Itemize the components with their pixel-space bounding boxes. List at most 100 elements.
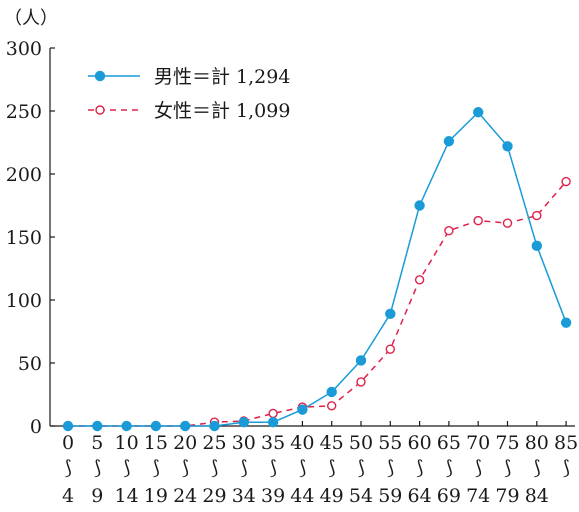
legend-marker-female (95, 105, 105, 115)
x-tick-label-start: 20 (173, 432, 197, 454)
x-tick-label-end: 29 (202, 485, 226, 507)
x-tick-label-start: 55 (378, 432, 402, 454)
legend-entry-male: 男性＝計 1,294 (88, 66, 290, 88)
x-tick-label-start: 45 (320, 432, 344, 454)
x-tick-label-end: 64 (408, 485, 432, 507)
x-ticks: 0⟆45⟆910⟆1415⟆1920⟆2425⟆2930⟆3435⟆3940⟆4… (62, 421, 578, 507)
data-point-male (473, 107, 484, 118)
x-tick-label-start: 0 (62, 432, 74, 454)
x-tick-range-separator: ⟆ (387, 457, 394, 479)
y-tick-label: 300 (6, 38, 42, 60)
x-tick-range-separator: ⟆ (357, 457, 364, 479)
data-point-female (268, 408, 278, 419)
data-point-female (385, 344, 395, 354)
x-tick-range-separator: ⟆ (299, 457, 306, 479)
data-point-female (356, 377, 366, 387)
data-point-male (150, 420, 162, 432)
y-unit-label: （人） (4, 8, 58, 29)
x-tick-label-start: 85 (554, 432, 578, 454)
x-tick-label-start: 25 (202, 432, 226, 454)
x-tick-label-end: 4 (62, 485, 74, 507)
x-tick-label-end: 54 (349, 485, 373, 507)
x-tick-label-end: 69 (437, 485, 461, 507)
x-tick-range-separator: ⟆ (474, 457, 481, 479)
data-point-female (502, 218, 513, 228)
x-tick-label-start: 35 (261, 432, 285, 454)
legend-marker-male (94, 70, 106, 82)
data-point-male (62, 420, 74, 432)
x-tick-label-start: 15 (144, 432, 168, 454)
x-tick-label-end: 59 (378, 485, 402, 507)
x-tick-range-separator: ⟆ (504, 457, 511, 479)
x-tick-range-separator: ⟆ (240, 457, 247, 479)
y-tick-label: 50 (18, 353, 42, 375)
x-tick-range-separator: ⟆ (211, 457, 218, 479)
legend-label-female: 女性＝計 1,099 (154, 100, 290, 122)
data-point-male (414, 200, 425, 211)
data-point-male (179, 420, 191, 432)
x-tick-range-separator: ⟆ (328, 457, 335, 479)
data-point-male (502, 141, 513, 152)
x-tick-label-start: 75 (495, 432, 519, 454)
x-tick-range-separator: ⟆ (562, 457, 569, 479)
data-point-male (355, 355, 367, 366)
x-tick-range-separator: ⟆ (152, 457, 159, 479)
data-point-male (238, 417, 250, 428)
x-tick-label-end: 14 (115, 485, 139, 507)
x-tick-label-start: 30 (232, 432, 256, 454)
x-tick-label-end: 19 (144, 485, 168, 507)
data-point-male (267, 417, 279, 428)
data-point-male (443, 136, 455, 147)
data-point-female (327, 401, 337, 411)
x-tick-range-separator: ⟆ (269, 457, 276, 479)
data-point-male (92, 420, 103, 432)
x-tick-range-separator: ⟆ (416, 457, 423, 479)
data-point-female (473, 215, 483, 226)
x-tick-range-separator: ⟆ (181, 457, 188, 479)
data-point-female (532, 210, 542, 221)
x-tick-label-end: 49 (320, 485, 344, 507)
x-tick-range-separator: ⟆ (533, 457, 540, 479)
x-tick-label-start: 50 (349, 432, 373, 454)
x-tick-label-end: 39 (261, 485, 285, 507)
y-tick-label: 250 (6, 101, 42, 123)
x-tick-label-end: 24 (173, 485, 197, 507)
x-tick-label-end: 9 (91, 485, 103, 507)
x-tick-label-end: 44 (290, 485, 314, 507)
data-point-male (560, 317, 572, 328)
legend: 男性＝計 1,294 女性＝計 1,099 (88, 66, 290, 122)
x-tick-label-start: 60 (408, 432, 432, 454)
legend-label-male: 男性＝計 1,294 (154, 66, 290, 88)
x-tick-range-separator: ⟆ (445, 457, 452, 479)
data-point-female (414, 275, 425, 285)
x-tick-label-start: 5 (91, 432, 103, 454)
x-tick-label-start: 40 (290, 432, 314, 454)
y-tick-label: 100 (6, 290, 42, 312)
series-line-male (68, 111, 567, 427)
y-ticks: 0 50 100 150 200 250 300 (6, 38, 55, 438)
data-point-male (326, 386, 337, 398)
series-line-female (68, 181, 567, 427)
x-tick-label-end: 74 (466, 485, 490, 507)
x-tick-range-separator: ⟆ (94, 457, 101, 479)
x-tick-label-start: 10 (115, 432, 139, 454)
x-tick-label-end: 84 (525, 485, 549, 507)
data-point-male (209, 420, 220, 432)
y-tick-label: 200 (6, 164, 42, 186)
x-tick-label-end: 79 (495, 485, 519, 507)
data-point-male (531, 240, 542, 252)
x-tick-range-separator: ⟆ (123, 457, 130, 479)
x-tick-label-start: 70 (466, 432, 490, 454)
x-tick-label-start: 65 (437, 432, 461, 454)
x-tick-label-start: 80 (525, 432, 549, 454)
series-group (62, 107, 572, 432)
x-tick-range-separator: ⟆ (64, 457, 71, 479)
data-point-male (297, 404, 308, 415)
y-tick-label: 0 (30, 416, 42, 438)
data-point-female (561, 176, 571, 187)
axes (49, 48, 575, 427)
legend-entry-female: 女性＝計 1,099 (88, 100, 290, 122)
data-point-male (121, 420, 132, 432)
data-point-male (385, 308, 396, 320)
